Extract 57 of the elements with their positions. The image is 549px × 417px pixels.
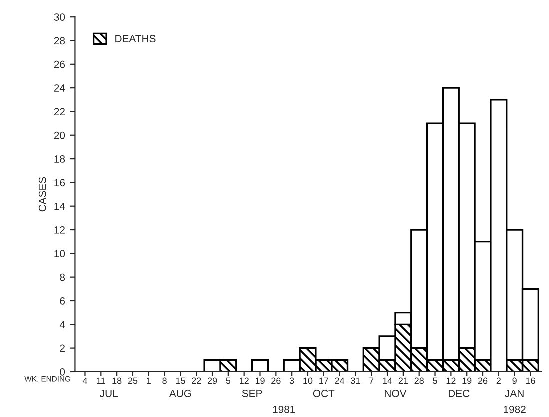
x-tick-label: 15	[176, 378, 186, 384]
y-tick-label: 8	[60, 274, 66, 282]
x-tick-label: 8	[162, 378, 167, 384]
y-axis-title: CASES	[38, 177, 46, 212]
legend-label: DEATHS	[116, 35, 156, 43]
text: JAN	[505, 390, 524, 398]
text: 1981	[273, 406, 296, 414]
x-tick-label: 31	[351, 378, 360, 384]
y-tick-label: 14	[54, 202, 66, 210]
x-tick-label: 29	[208, 378, 218, 384]
text: DEC	[448, 390, 470, 398]
bar	[251, 359, 270, 372]
y-tick-label: 2	[60, 344, 65, 352]
x-tick-label: 12	[446, 378, 456, 384]
y-tick-label: 22	[54, 108, 65, 116]
x-tick-label: 28	[414, 378, 424, 384]
y-tick-label: 10	[54, 250, 66, 258]
text: JUL	[100, 390, 118, 398]
y-tick-label: 18	[54, 156, 66, 163]
y-tick-label: 16	[54, 179, 66, 187]
text: SEP	[242, 390, 262, 398]
x-tick-label: 12	[240, 378, 249, 384]
x-tick-label: 25	[128, 378, 138, 384]
x-tick-label: 18	[112, 378, 122, 384]
x-tick-label: 5	[433, 378, 438, 384]
text: NOV	[385, 390, 407, 398]
x-tick-label: 1	[147, 378, 151, 384]
x-tick-label: 2	[496, 378, 501, 384]
x-tick-label: 26	[272, 378, 281, 384]
x-tick-label: 24	[335, 378, 345, 384]
x-tick-label: 19	[462, 378, 472, 384]
x-tick-label: 11	[97, 378, 106, 384]
x-tick-label: 9	[512, 378, 517, 384]
x-tick-label: 14	[383, 378, 392, 384]
y-tick-label: 12	[54, 226, 65, 234]
y-tick-label: 6	[60, 297, 66, 305]
x-tick-label: 22	[192, 378, 202, 384]
x-tick-label: 7	[370, 378, 374, 384]
y-tick-label: 20	[54, 132, 66, 140]
x-tick-label: 3	[290, 378, 294, 384]
x-tick-label: 10	[304, 378, 313, 384]
x-tick-label: 19	[256, 378, 265, 384]
x-tick-label: 26	[478, 378, 488, 384]
x-tick-label: 17	[320, 378, 328, 384]
y-tick-label: 28	[54, 37, 66, 45]
x-tick-label: 21	[398, 378, 408, 384]
text: OCT	[313, 390, 335, 398]
y-tick-label: 24	[54, 84, 66, 92]
text: 1982	[504, 406, 526, 414]
y-tick-label: 26	[54, 60, 66, 68]
x-tick-label: 16	[526, 378, 536, 384]
x-tick-label: 5	[226, 378, 231, 384]
text: AUG	[169, 390, 192, 398]
y-tick-label: 30	[54, 14, 66, 21]
y-tick-label: 0	[60, 368, 66, 376]
x-tick-label: 4	[82, 378, 88, 384]
y-tick-label: 4	[60, 321, 66, 328]
